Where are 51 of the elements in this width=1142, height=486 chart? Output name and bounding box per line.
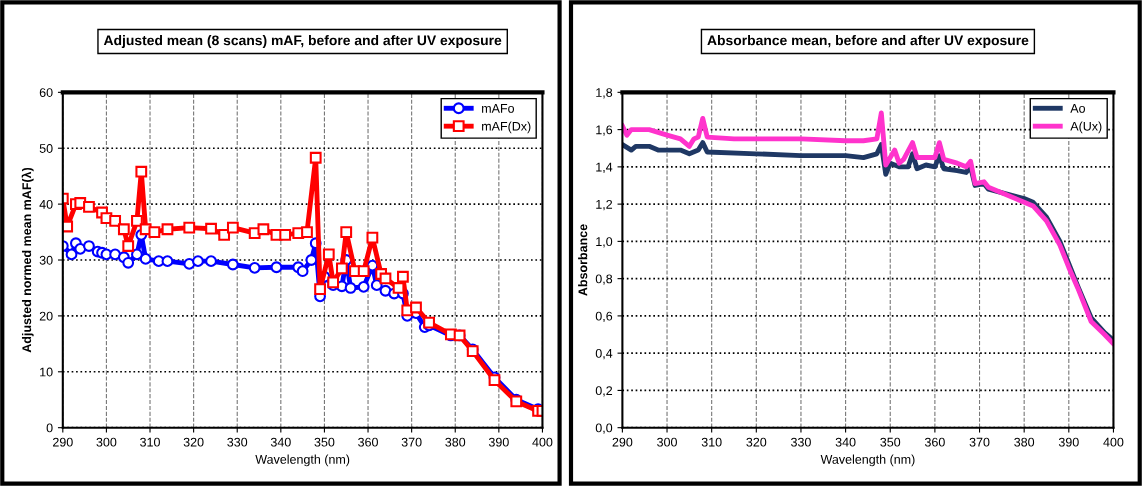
x-tick-label: 380 (445, 437, 466, 447)
legend-label: Ao (1070, 104, 1086, 113)
x-tick-label: 350 (314, 437, 335, 447)
x-tick-label: 300 (657, 437, 677, 447)
y-tick-label: 60 (39, 88, 53, 97)
x-tick-label: 350 (880, 437, 901, 447)
x-tick-label: 380 (1014, 437, 1035, 447)
x-tick-label: 320 (183, 437, 204, 447)
y-tick-label: 40 (39, 199, 53, 209)
x-tick-label: 290 (53, 437, 73, 447)
x-tick-label: 400 (532, 437, 553, 447)
y-tick-label: 1,2 (596, 199, 613, 211)
chart-title: Absorbance mean, before and after UV exposure (707, 35, 1029, 48)
y-tick-label: 0,2 (595, 386, 613, 397)
x-tick-label: 310 (701, 437, 722, 447)
y-tick-label: 0,8 (595, 274, 613, 285)
y-tick-label: 0 (46, 423, 53, 433)
legend-label: A(Ux) (1070, 121, 1102, 134)
x-tick-label: 290 (612, 437, 633, 447)
y-tick-label: 1,6 (596, 125, 613, 136)
y-axis-title: Absorbance (578, 224, 588, 296)
x-tick-label: 330 (227, 437, 248, 447)
x-tick-label: 340 (270, 437, 291, 447)
y-tick-label: 1,4 (596, 162, 613, 173)
x-tick-label: 360 (924, 437, 945, 447)
chart-title: Adjusted mean (8 scans) mAF, before and after UV exposure (103, 35, 502, 48)
x-tick-label: 370 (969, 437, 990, 447)
y-tick-label: 0,4 (595, 348, 613, 360)
y-axis-title: Adjusted normed mean mAF(λ) (21, 167, 34, 353)
y-tick-label: 50 (39, 144, 53, 153)
y-tick-label: 10 (40, 367, 53, 377)
legend-label: mAFo (482, 104, 515, 113)
x-tick-label: 390 (1058, 437, 1079, 447)
x-tick-label: 310 (140, 437, 160, 447)
x-tick-label: 320 (746, 437, 767, 447)
y-tick-label: 0,6 (595, 311, 613, 323)
y-tick-label: 0,0 (595, 423, 613, 434)
x-axis-title: Wavelength (nm) (255, 454, 350, 467)
x-tick-label: 390 (488, 437, 509, 447)
x-tick-label: 400 (1103, 437, 1124, 447)
x-tick-label: 330 (791, 437, 811, 447)
x-tick-label: 340 (835, 437, 856, 447)
x-tick-label: 360 (358, 437, 378, 447)
x-axis-title: Wavelength (nm) (820, 454, 915, 467)
y-tick-label: 1,8 (596, 88, 613, 99)
x-tick-label: 370 (401, 437, 422, 447)
legend-label: mAF(Dx) (482, 121, 531, 134)
y-tick-label: 20 (39, 311, 53, 321)
y-tick-label: 1,0 (596, 237, 613, 248)
y-tick-label: 30 (39, 255, 53, 265)
x-tick-label: 300 (96, 437, 117, 447)
